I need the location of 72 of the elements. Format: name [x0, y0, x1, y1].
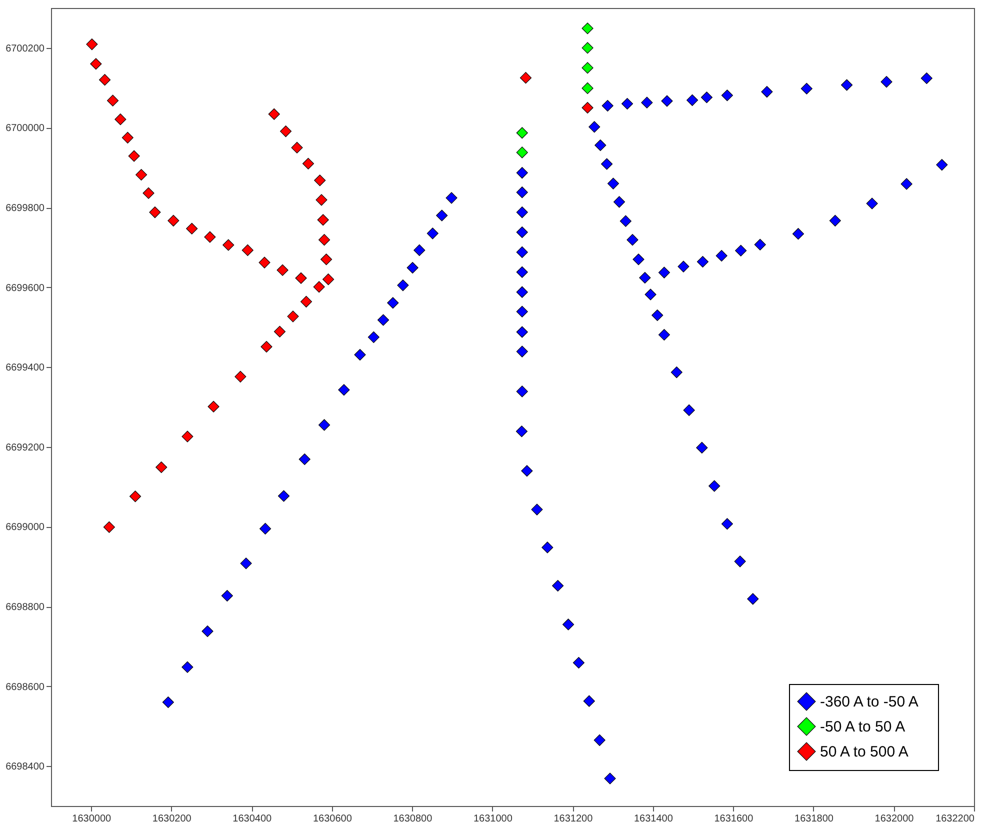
y-tick-label: 6699800: [6, 203, 45, 214]
y-tick-label: 6698400: [6, 762, 45, 773]
point: [314, 174, 326, 186]
x-tick-label: 1631600: [714, 814, 754, 824]
point: [156, 461, 168, 474]
point: [287, 310, 299, 322]
y-tick-label: 6699200: [6, 442, 45, 454]
y-tick-label: 6699600: [6, 282, 45, 294]
point: [136, 169, 148, 181]
point: [280, 126, 292, 138]
point: [260, 340, 272, 353]
x-tick-label: 1632000: [874, 814, 914, 824]
y-tick-label: 6699400: [6, 362, 45, 374]
point: [222, 239, 234, 251]
x-tick-label: 1630400: [232, 814, 272, 824]
point: [300, 296, 312, 308]
x-tick-label: 1630800: [393, 814, 433, 824]
point: [320, 254, 332, 266]
x-tick-label: 1630000: [72, 814, 112, 824]
x-tick-label: 1630600: [312, 814, 352, 824]
point: [129, 490, 142, 502]
x-tick-label: 1632200: [936, 814, 975, 824]
point: [122, 132, 134, 144]
point: [204, 231, 216, 243]
y-tick-label: 6698600: [6, 682, 45, 693]
point: [149, 206, 161, 218]
point: [582, 42, 594, 54]
legend-label: 50 A to 500 A: [820, 744, 908, 760]
point: [295, 272, 307, 284]
point: [258, 256, 270, 268]
point: [582, 22, 594, 34]
point: [316, 194, 328, 206]
x-tick-label: 1631000: [473, 814, 513, 824]
x-tick-label: 1631200: [554, 814, 594, 824]
point: [182, 430, 194, 442]
point: [313, 281, 325, 293]
point: [516, 146, 528, 158]
point: [168, 214, 180, 226]
point: [142, 187, 154, 199]
point: [276, 264, 288, 276]
point: [128, 150, 140, 162]
point: [208, 400, 220, 412]
point: [107, 94, 119, 106]
point: [103, 521, 115, 533]
legend-label: -360 A to -50 A: [820, 694, 918, 710]
point: [114, 114, 126, 126]
x-tick-label: 1631800: [794, 814, 834, 824]
point: [234, 370, 246, 382]
point: [90, 58, 102, 70]
legend-label: -50 A to 50 A: [820, 718, 906, 736]
point: [291, 142, 303, 154]
point: [317, 214, 329, 226]
y-tick-label: 6700000: [6, 123, 45, 134]
y-tick-label: 6700200: [6, 43, 45, 54]
point: [516, 127, 528, 139]
point: [582, 102, 594, 114]
point: [582, 62, 594, 74]
point: [86, 38, 98, 50]
point: [268, 108, 280, 120]
x-tick-label: 1631400: [634, 814, 674, 824]
point: [302, 158, 314, 170]
point: [318, 234, 330, 246]
point: [520, 72, 532, 84]
point: [274, 326, 286, 338]
point: [242, 244, 254, 256]
point: [186, 222, 198, 234]
y-tick-label: 6698800: [6, 602, 45, 613]
point: [582, 82, 594, 94]
point: [99, 74, 111, 86]
x-tick-label: 1630200: [152, 814, 192, 824]
point: [322, 274, 334, 286]
y-tick-label: 6699000: [6, 522, 45, 534]
